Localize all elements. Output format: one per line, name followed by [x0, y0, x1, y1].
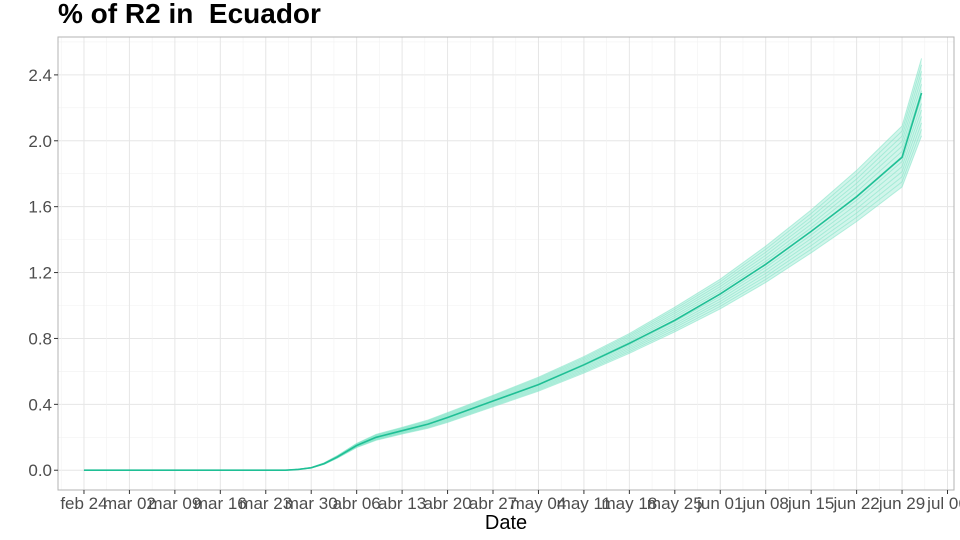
y-tick-label: 2.4 — [28, 66, 52, 85]
x-tick-label: may 25 — [647, 494, 703, 513]
uncertainty-bands — [83, 58, 923, 471]
x-tick-label: jun 08 — [742, 494, 789, 513]
ensemble-line — [83, 129, 923, 471]
y-tick-label: 1.6 — [28, 198, 52, 217]
ensemble-line — [83, 116, 923, 471]
ensemble-line — [83, 90, 923, 471]
uncertainty-band — [83, 58, 922, 471]
x-tick-label: feb 24 — [60, 494, 107, 513]
series-line — [83, 92, 923, 472]
plot-panel-border — [57, 36, 955, 491]
y-axis: 0.0 0.4 0.8 1.2 1.6 2.0 2.4 — [28, 66, 58, 480]
ensemble-line — [83, 109, 923, 471]
x-tick-label: may 11 — [557, 494, 612, 513]
ensemble-line — [83, 58, 923, 471]
x-tick-label: mar 16 — [194, 494, 247, 513]
chart-title: % of R2 in Ecuador — [58, 0, 321, 29]
y-tick-label: 0.0 — [28, 461, 52, 480]
y-tick-label: 0.8 — [28, 329, 52, 348]
ensemble-line — [83, 77, 923, 471]
y-tick-label: 1.2 — [28, 264, 52, 283]
y-tick-label: 2.0 — [28, 132, 52, 151]
ensemble-line — [83, 122, 923, 471]
y-tick-label: 0.4 — [28, 395, 52, 414]
ensemble-line — [83, 71, 923, 471]
x-tick-label: jun 15 — [787, 494, 834, 513]
x-tick-label: abr 13 — [378, 494, 426, 513]
x-tick-label: jun 29 — [878, 494, 925, 513]
x-tick-label: mar 09 — [148, 494, 201, 513]
grid — [58, 37, 954, 490]
x-axis-title: Date — [485, 512, 527, 534]
x-tick-label: abr 06 — [333, 494, 381, 513]
ensemble-line — [83, 96, 923, 471]
ensemble-line — [83, 103, 923, 471]
ensemble-line — [83, 84, 923, 471]
x-tick-label: mar 23 — [239, 494, 292, 513]
ensemble-line — [83, 135, 923, 471]
x-tick-label: abr 27 — [469, 494, 517, 513]
ensemble-line — [83, 64, 923, 471]
x-tick-label: abr 20 — [423, 494, 471, 513]
x-tick-label: jul 06 — [926, 494, 960, 513]
x-tick-label: mar 02 — [103, 494, 156, 513]
x-tick-label: may 04 — [511, 494, 567, 513]
x-tick-label: may 18 — [601, 494, 657, 513]
x-tick-label: jun 22 — [832, 494, 879, 513]
x-tick-label: mar 30 — [285, 494, 338, 513]
series-lines — [83, 92, 923, 472]
x-tick-label: jun 01 — [696, 494, 743, 513]
